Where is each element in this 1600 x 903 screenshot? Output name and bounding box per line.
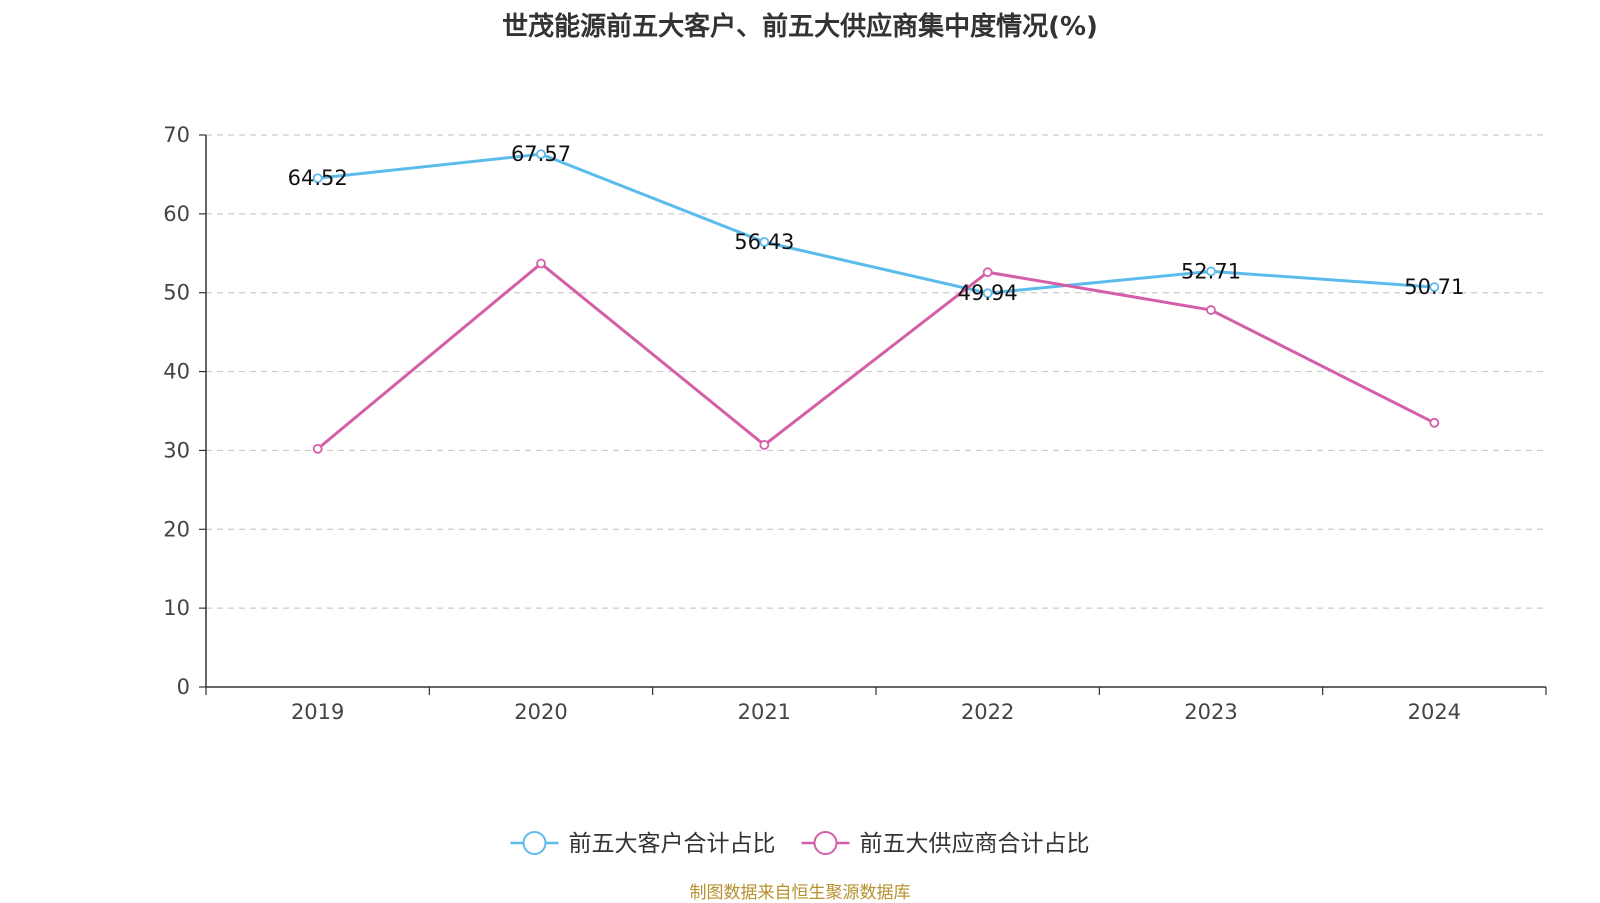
axes: 0 10 20 30 40 50 60 70 2019 2020 2021 2022 2023 2024 bbox=[163, 123, 1547, 724]
data-point[interactable] bbox=[982, 267, 993, 278]
x-tick-label: 2020 bbox=[514, 700, 567, 724]
data-point[interactable] bbox=[1206, 266, 1216, 277]
legend-item[interactable]: 前五大客户合计占比 bbox=[510, 831, 776, 857]
data-point[interactable] bbox=[1206, 305, 1216, 315]
data-label: 56.43 bbox=[734, 230, 794, 254]
y-tick-label: 50 bbox=[163, 281, 190, 305]
series-line bbox=[317, 152, 1435, 295]
chart-title: 世茂能源前五大客户、前五大供应商集中度情况(%) bbox=[502, 12, 1098, 42]
y-tick-label: 0 bbox=[177, 675, 190, 699]
y-tick-label: 40 bbox=[163, 360, 190, 384]
x-tick-label: 2022 bbox=[961, 700, 1014, 724]
data-label: 50.71 bbox=[1404, 275, 1464, 299]
data-point[interactable] bbox=[982, 288, 993, 299]
legend-item[interactable]: 前五大供应商合计占比 bbox=[801, 831, 1090, 857]
data-point[interactable] bbox=[1429, 417, 1440, 428]
y-tick-label: 10 bbox=[163, 596, 190, 620]
data-point[interactable] bbox=[536, 258, 546, 269]
data-point[interactable] bbox=[759, 440, 770, 450]
data-label: 64.52 bbox=[288, 166, 348, 190]
x-tick-label: 2019 bbox=[291, 700, 344, 724]
data-labels: 64.52 67.57 56.43 49.94 52.71 50.71 bbox=[288, 142, 1465, 305]
y-tick-label: 60 bbox=[163, 202, 190, 226]
series-group bbox=[312, 149, 1440, 454]
data-point[interactable] bbox=[1429, 282, 1440, 293]
y-tick-label: 20 bbox=[163, 517, 190, 541]
data-label: 49.94 bbox=[958, 281, 1018, 305]
data-point[interactable] bbox=[759, 237, 770, 247]
legend[interactable]: 前五大客户合计占比 前五大供应商合计占比 bbox=[510, 831, 1090, 857]
x-tick-label: 2023 bbox=[1184, 700, 1237, 724]
legend-label: 前五大客户合计占比 bbox=[569, 831, 776, 857]
data-label: 67.57 bbox=[511, 142, 571, 166]
legend-label: 前五大供应商合计占比 bbox=[860, 831, 1090, 857]
x-tick-label: 2024 bbox=[1408, 700, 1461, 724]
legend-circle-icon bbox=[813, 831, 838, 855]
data-source-note: 制图数据来自恒生聚源数据库 bbox=[689, 883, 911, 903]
data-point[interactable] bbox=[536, 149, 546, 160]
grid-lines bbox=[206, 134, 1546, 609]
data-label: 52.71 bbox=[1181, 259, 1241, 283]
legend-circle-icon bbox=[522, 831, 547, 855]
data-point[interactable] bbox=[312, 173, 323, 184]
y-tick-label: 70 bbox=[163, 123, 190, 147]
series-line bbox=[316, 261, 1436, 451]
data-point[interactable] bbox=[312, 443, 323, 454]
y-tick-label: 30 bbox=[163, 438, 190, 462]
x-tick-label: 2021 bbox=[738, 700, 791, 724]
